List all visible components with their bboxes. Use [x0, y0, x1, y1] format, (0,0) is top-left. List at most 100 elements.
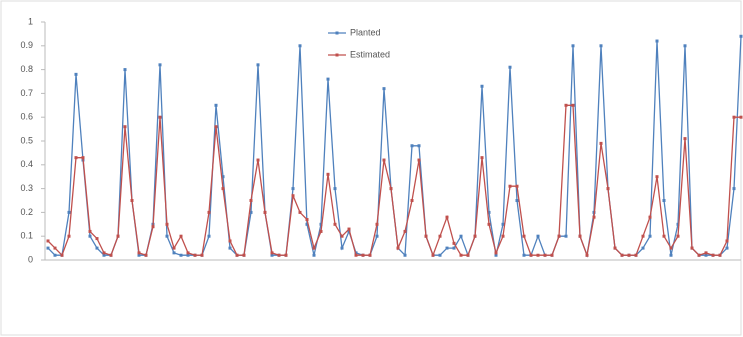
- point: [655, 39, 659, 43]
- point: [732, 187, 736, 191]
- point: [186, 251, 190, 255]
- legend-label: Planted: [350, 27, 381, 37]
- point: [333, 187, 337, 191]
- point: [431, 253, 435, 257]
- point: [270, 253, 274, 257]
- point: [515, 184, 519, 188]
- point: [515, 199, 519, 202]
- point: [697, 253, 701, 257]
- point: [46, 246, 50, 250]
- point: [179, 234, 183, 238]
- point: [571, 103, 575, 107]
- point: [375, 222, 379, 226]
- point: [228, 239, 232, 243]
- point: [676, 222, 680, 226]
- point: [557, 234, 561, 238]
- legend-label: Estimated: [350, 49, 390, 59]
- point: [459, 253, 463, 257]
- point: [683, 137, 687, 141]
- point: [410, 199, 414, 202]
- point: [67, 234, 71, 238]
- point: [186, 253, 190, 257]
- point: [172, 251, 176, 255]
- point: [347, 227, 351, 231]
- point: [158, 115, 162, 119]
- point: [473, 234, 477, 238]
- y-tick-label: 0.3: [20, 183, 33, 193]
- point: [200, 253, 204, 257]
- point: [319, 229, 323, 233]
- point: [690, 246, 694, 250]
- point: [718, 253, 722, 257]
- y-tick-label: 0.2: [20, 207, 33, 217]
- point: [109, 253, 113, 257]
- point: [606, 187, 610, 191]
- point: [417, 158, 421, 162]
- point: [256, 63, 260, 67]
- point: [228, 246, 232, 250]
- point: [74, 72, 78, 76]
- point: [739, 115, 743, 119]
- point: [655, 175, 659, 179]
- point: [599, 141, 603, 145]
- point: [424, 234, 428, 238]
- point: [74, 156, 78, 160]
- point: [704, 253, 708, 257]
- point: [277, 253, 281, 257]
- point: [592, 215, 596, 219]
- point: [193, 253, 197, 257]
- point: [452, 246, 456, 250]
- point: [67, 210, 71, 214]
- point: [95, 246, 99, 250]
- point: [214, 103, 218, 107]
- point: [53, 246, 57, 250]
- point: [550, 253, 554, 257]
- point: [529, 253, 533, 257]
- point: [396, 246, 400, 250]
- point: [522, 253, 526, 257]
- point: [298, 210, 302, 214]
- point: [438, 253, 442, 257]
- point: [522, 234, 526, 238]
- point: [648, 215, 652, 219]
- point: [585, 253, 589, 257]
- point: [207, 234, 211, 238]
- point: [732, 115, 736, 119]
- point: [270, 251, 274, 255]
- point: [151, 225, 155, 229]
- point: [326, 77, 330, 81]
- point: [137, 253, 141, 257]
- point: [445, 215, 449, 219]
- point: [494, 253, 498, 257]
- point: [641, 234, 645, 238]
- series-line: [47, 104, 741, 258]
- point: [165, 234, 169, 238]
- point: [165, 222, 169, 226]
- point: [487, 222, 491, 226]
- point: [53, 253, 57, 257]
- point: [361, 253, 365, 257]
- point: [298, 44, 302, 48]
- point: [389, 187, 393, 191]
- point: [648, 234, 652, 238]
- y-tick-label: 0.1: [20, 231, 33, 241]
- point: [382, 158, 386, 162]
- point: [725, 239, 729, 243]
- y-tick-label: 0.9: [20, 40, 33, 50]
- point: [669, 246, 673, 250]
- point: [501, 234, 505, 238]
- point: [403, 229, 407, 233]
- point: [158, 63, 162, 67]
- point: [123, 68, 127, 72]
- point: [459, 234, 463, 238]
- point: [599, 44, 603, 48]
- point: [291, 187, 295, 191]
- point: [662, 199, 666, 202]
- point: [235, 253, 239, 257]
- point: [214, 125, 218, 129]
- y-tick-label: 0.8: [20, 64, 33, 74]
- y-tick-label: 0.7: [20, 88, 33, 98]
- point: [95, 237, 99, 241]
- point: [487, 210, 491, 214]
